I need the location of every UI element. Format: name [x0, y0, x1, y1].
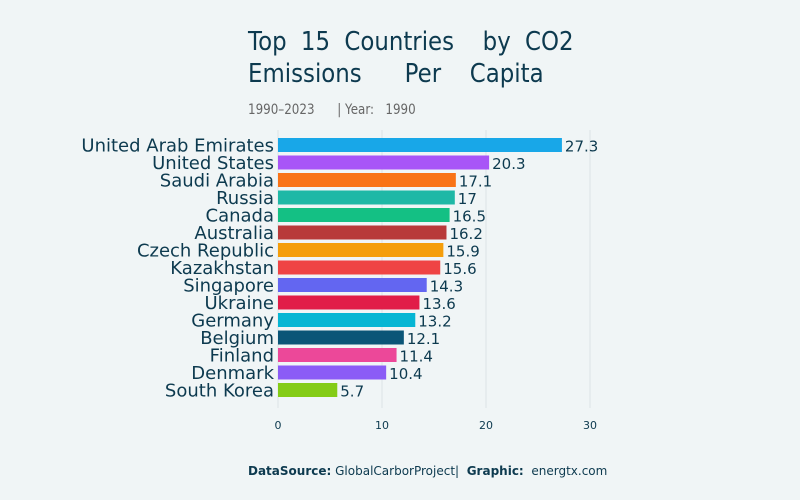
bar: [278, 208, 450, 222]
category-label: Russia: [216, 188, 274, 209]
title-line-1: Top 15 Countries by CO2: [248, 27, 574, 57]
value-label: 17: [458, 190, 477, 208]
value-label: 12.1: [407, 330, 440, 348]
category-label: South Korea: [165, 381, 274, 402]
source-label: DataSource:: [248, 464, 332, 478]
bar: [278, 260, 441, 275]
subtitle-year-label: | Year:: [337, 102, 375, 118]
x-tick-label: 20: [479, 419, 493, 432]
value-label: 17.1: [459, 173, 492, 191]
value-label: 16.2: [449, 225, 482, 243]
category-label: Finland: [210, 346, 274, 367]
bar: [278, 155, 490, 170]
value-label: 20.3: [492, 155, 525, 173]
category-label: Germany: [191, 311, 274, 332]
value-label: 13.6: [422, 295, 455, 313]
graphic: energtx.com: [531, 464, 608, 478]
x-tick-label: 0: [275, 419, 282, 432]
bar: [278, 383, 338, 397]
source: GlobalCarborProject|: [335, 464, 460, 478]
subtitle-range: 1990–2023: [248, 102, 315, 118]
bar: [278, 190, 455, 205]
value-label: 15.9: [446, 243, 479, 261]
subtitle-year: 1990: [385, 102, 416, 118]
value-label: 15.6: [443, 260, 476, 278]
value-label: 5.7: [340, 383, 364, 401]
value-label: 16.5: [453, 208, 486, 226]
category-label: Ukraine: [204, 293, 274, 314]
bar: [278, 225, 447, 240]
bar: [278, 348, 397, 362]
graphic-label: Graphic:: [466, 464, 524, 478]
category-label: United States: [152, 153, 274, 174]
bar: [278, 173, 456, 187]
chart-title: Top 15 Countries by CO2 Emissions Per Cap…: [248, 26, 574, 90]
title-line-2: Emissions Per Capita: [248, 59, 544, 89]
bar: [278, 243, 444, 257]
bar: [278, 138, 562, 152]
category-label: Saudi Arabia: [160, 171, 274, 192]
category-label: Singapore: [183, 276, 274, 297]
category-label: Belgium: [200, 328, 274, 349]
value-label: 11.4: [400, 348, 433, 366]
category-label: United Arab Emirates: [81, 136, 274, 157]
chart-subtitle: 1990–2023 | Year: 1990: [248, 102, 416, 118]
footer: DataSource: GlobalCarborProject| Graphic…: [248, 464, 607, 478]
category-label: Czech Republic: [137, 241, 274, 262]
x-tick-label: 30: [583, 419, 597, 432]
bar: [278, 313, 416, 327]
x-tick-label: 10: [375, 419, 389, 432]
value-label: 27.3: [565, 138, 598, 156]
bar: [278, 295, 420, 310]
bar: [278, 330, 404, 345]
value-label: 10.4: [389, 365, 422, 383]
bar: [278, 365, 387, 380]
bar: [278, 278, 427, 292]
category-label: Canada: [206, 206, 275, 227]
category-label: Denmark: [191, 363, 274, 384]
value-label: 13.2: [418, 313, 451, 331]
category-label: Kazakhstan: [170, 258, 274, 279]
category-label: Australia: [194, 223, 274, 244]
value-label: 14.3: [430, 278, 463, 296]
